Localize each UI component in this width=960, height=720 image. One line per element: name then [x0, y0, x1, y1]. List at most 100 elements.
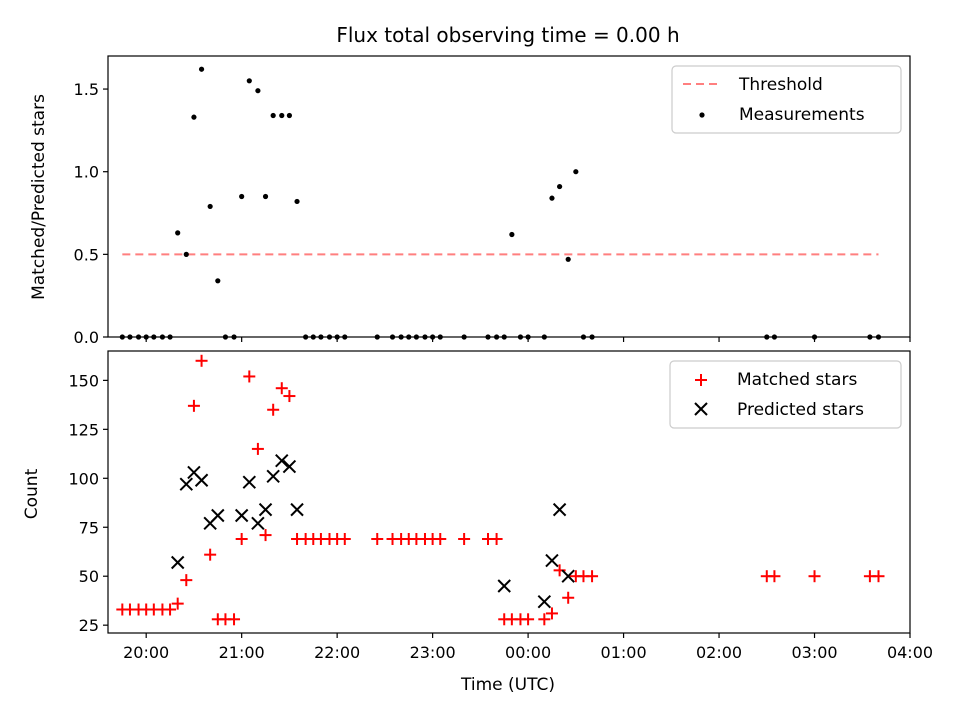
matched-star-point [228, 613, 241, 626]
count-panel: Count Time (UTC) 25 50 75 100 125 150 20:00 21:… [22, 350, 933, 695]
top-legend: Threshold Measurements [671, 65, 902, 134]
measurement-point [549, 195, 555, 201]
x-tick-label: 02:00 [696, 643, 742, 662]
predicted-star-point [275, 453, 289, 468]
top-legend-box [671, 65, 902, 134]
measurement-point [215, 278, 221, 284]
bottom-legend-box [669, 360, 902, 429]
measurement-point [286, 112, 293, 119]
measurement-point [246, 78, 252, 84]
top-y-tick-label: 1.5 [74, 80, 99, 99]
matched-star-point [275, 382, 288, 395]
x-tick-label: 03:00 [791, 643, 837, 662]
measurement-point [294, 198, 300, 205]
matched-star-point [267, 403, 280, 416]
matched-star-point [259, 529, 272, 542]
x-tick-label: 01:00 [601, 643, 647, 662]
bottom-y-tick-label: 100 [68, 469, 99, 488]
matched-star-point [164, 603, 177, 616]
matched-star-point [187, 399, 200, 412]
predicted-star-point [258, 502, 273, 517]
legend-matched-label: Matched stars [737, 370, 857, 390]
matched-star-point [195, 354, 208, 367]
legend-threshold-label: Threshold [738, 75, 823, 95]
legend-predicted-swatch [694, 402, 708, 416]
x-axis-label: Time (UTC) [460, 675, 555, 695]
predicted-star-point [234, 508, 249, 523]
matched-star-point [180, 574, 193, 587]
measurement-point [175, 230, 181, 236]
matched-star-point [283, 390, 296, 403]
predicted-star-point [242, 475, 257, 489]
legend-matched-swatch [695, 374, 707, 386]
predicted-star-point [290, 502, 304, 517]
matched-star-point [586, 570, 599, 583]
predicted-star-point [194, 473, 209, 487]
measurement-point [573, 169, 579, 175]
bottom-y-tick-label: 50 [79, 567, 99, 586]
matched-star-point [545, 607, 558, 620]
ratio-panel: Flux total observing time = 0.00 h Match… [29, 23, 911, 347]
chart-title: Flux total observing time = 0.00 h [336, 23, 679, 47]
bottom-y-axis-label: Count [22, 468, 42, 519]
predicted-star-point [179, 477, 193, 491]
measurement-point [270, 112, 276, 119]
matched-star-point [371, 533, 384, 545]
predicted-star-point [497, 579, 511, 593]
matched-star-point [251, 442, 264, 455]
measurement-point [191, 114, 197, 120]
legend-measurements-label: Measurements [739, 105, 865, 125]
predicted-star-point [170, 555, 185, 570]
top-y-tick-label: 0.0 [74, 328, 99, 347]
matched-star-point [562, 591, 575, 604]
matched-star-point [243, 370, 256, 383]
x-tick-label: 00:00 [505, 643, 551, 662]
measurement-point [557, 183, 563, 190]
matched-star-point [538, 613, 551, 626]
x-tick-label: 04:00 [887, 643, 933, 662]
legend-predicted-label: Predicted stars [737, 400, 864, 420]
predicted-star-point [561, 569, 575, 583]
measurement-point [509, 231, 515, 238]
matched-star-point [338, 533, 351, 545]
measurement-point [565, 256, 571, 262]
predicted-star-point [537, 594, 552, 609]
predicted-star-point [552, 502, 567, 517]
x-tick-label: 23:00 [410, 643, 456, 662]
x-tick-label: 22:00 [314, 643, 360, 662]
measurement-point [255, 88, 261, 94]
bottom-y-tick-label: 25 [79, 616, 99, 635]
bottom-legend: Matched stars Predicted stars [669, 360, 902, 429]
predicted-star-point [545, 553, 559, 568]
matched-star-point [458, 533, 471, 545]
measurement-point [262, 193, 269, 200]
measurement-point [198, 66, 205, 72]
matched-star-point [808, 570, 821, 583]
legend-measurements-swatch [699, 112, 705, 118]
bottom-y-tick-label: 75 [79, 518, 99, 537]
x-tick-label: 20:00 [123, 643, 169, 662]
matched-star-point [522, 613, 535, 626]
measurement-point [279, 112, 285, 119]
predicted-star-point [282, 459, 297, 474]
matched-star-point [434, 533, 447, 545]
predicted-star-point [211, 508, 225, 523]
top-y-tick-label: 1.0 [74, 163, 99, 182]
top-y-tick-label: 0.5 [74, 245, 99, 264]
bottom-plot-frame [107, 350, 911, 634]
matched-star-point [872, 570, 885, 583]
matched-star-point [490, 533, 503, 545]
bottom-y-tick-label: 125 [68, 420, 99, 439]
measurement-point [183, 251, 189, 257]
matched-star-point [204, 548, 217, 561]
matched-star-point [171, 597, 184, 610]
matched-star-point [235, 533, 248, 545]
matched-star-point [768, 570, 781, 583]
predicted-star-point [251, 516, 265, 531]
predicted-star-point [266, 469, 280, 484]
top-y-axis-label: Matched/Predicted stars [29, 94, 49, 300]
measurement-point [207, 203, 213, 210]
x-tick-label: 21:00 [219, 643, 265, 662]
measurement-point [239, 193, 245, 200]
